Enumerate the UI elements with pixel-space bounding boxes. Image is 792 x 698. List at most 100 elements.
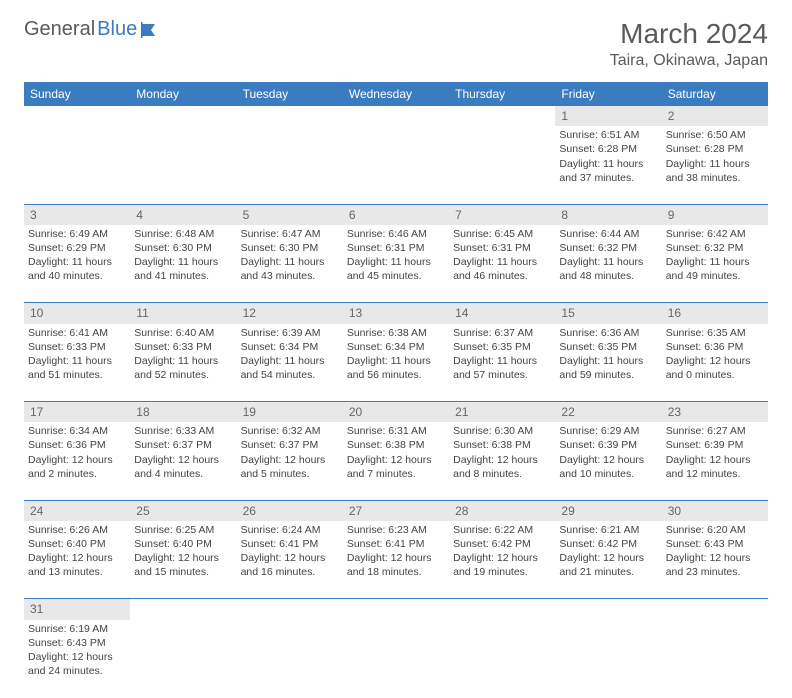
sunset-line: Sunset: 6:39 PM: [559, 438, 657, 452]
daylight-line: Daylight: 12 hours and 16 minutes.: [241, 551, 339, 579]
day-number: 6: [343, 205, 449, 225]
sunrise-line: Sunrise: 6:27 AM: [666, 424, 764, 438]
day-number: 10: [24, 303, 130, 323]
day-number: [449, 599, 555, 603]
daylight-line: Daylight: 12 hours and 2 minutes.: [28, 453, 126, 481]
calendar-week-row: Sunrise: 6:49 AMSunset: 6:29 PMDaylight:…: [24, 225, 768, 303]
sunrise-line: Sunrise: 6:44 AM: [559, 227, 657, 241]
sunset-line: Sunset: 6:31 PM: [453, 241, 551, 255]
day-number: 20: [343, 402, 449, 422]
calendar-cell: Sunrise: 6:33 AMSunset: 6:37 PMDaylight:…: [130, 422, 236, 500]
day-number: 19: [237, 402, 343, 422]
calendar-cell: Sunrise: 6:40 AMSunset: 6:33 PMDaylight:…: [130, 324, 236, 402]
header: GeneralBlue March 2024 Taira, Okinawa, J…: [24, 18, 768, 70]
sunset-line: Sunset: 6:43 PM: [666, 537, 764, 551]
sunrise-line: Sunrise: 6:31 AM: [347, 424, 445, 438]
calendar-body: 12Sunrise: 6:51 AMSunset: 6:28 PMDayligh…: [24, 106, 768, 698]
day-number: 27: [343, 501, 449, 521]
logo-flag-icon: [141, 22, 163, 38]
day-number: 22: [555, 402, 661, 422]
daylight-line: Daylight: 11 hours and 57 minutes.: [453, 354, 551, 382]
calendar-cell: Sunrise: 6:30 AMSunset: 6:38 PMDaylight:…: [449, 422, 555, 500]
daylight-line: Daylight: 12 hours and 13 minutes.: [28, 551, 126, 579]
day-number: 4: [130, 205, 236, 225]
sunrise-line: Sunrise: 6:33 AM: [134, 424, 232, 438]
calendar-cell: Sunrise: 6:26 AMSunset: 6:40 PMDaylight:…: [24, 521, 130, 599]
day-number: 11: [130, 303, 236, 323]
weekday-header: Sunday: [24, 82, 130, 106]
sunset-line: Sunset: 6:38 PM: [347, 438, 445, 452]
calendar-cell: Sunrise: 6:19 AMSunset: 6:43 PMDaylight:…: [24, 620, 130, 698]
daylight-line: Daylight: 11 hours and 40 minutes.: [28, 255, 126, 283]
logo: GeneralBlue: [24, 18, 163, 41]
day-number: 3: [24, 205, 130, 225]
daylight-line: Daylight: 11 hours and 56 minutes.: [347, 354, 445, 382]
sunset-line: Sunset: 6:39 PM: [666, 438, 764, 452]
sunrise-line: Sunrise: 6:19 AM: [28, 622, 126, 636]
weekday-header-row: SundayMondayTuesdayWednesdayThursdayFrid…: [24, 82, 768, 106]
daylight-line: Daylight: 11 hours and 59 minutes.: [559, 354, 657, 382]
sunset-line: Sunset: 6:31 PM: [347, 241, 445, 255]
calendar-week-row: Sunrise: 6:51 AMSunset: 6:28 PMDaylight:…: [24, 126, 768, 204]
sunset-line: Sunset: 6:32 PM: [559, 241, 657, 255]
sunrise-line: Sunrise: 6:22 AM: [453, 523, 551, 537]
calendar-cell: [662, 620, 768, 698]
sunset-line: Sunset: 6:41 PM: [347, 537, 445, 551]
sunset-line: Sunset: 6:40 PM: [28, 537, 126, 551]
calendar-week-row: Sunrise: 6:26 AMSunset: 6:40 PMDaylight:…: [24, 521, 768, 599]
day-number: 28: [449, 501, 555, 521]
daylight-line: Daylight: 12 hours and 4 minutes.: [134, 453, 232, 481]
daylight-line: Daylight: 11 hours and 45 minutes.: [347, 255, 445, 283]
calendar-week-row: Sunrise: 6:19 AMSunset: 6:43 PMDaylight:…: [24, 620, 768, 698]
calendar-cell: Sunrise: 6:24 AMSunset: 6:41 PMDaylight:…: [237, 521, 343, 599]
sunrise-line: Sunrise: 6:50 AM: [666, 128, 764, 142]
sunset-line: Sunset: 6:30 PM: [241, 241, 339, 255]
calendar-cell: Sunrise: 6:23 AMSunset: 6:41 PMDaylight:…: [343, 521, 449, 599]
sunrise-line: Sunrise: 6:20 AM: [666, 523, 764, 537]
day-number: 25: [130, 501, 236, 521]
sunrise-line: Sunrise: 6:24 AM: [241, 523, 339, 537]
daylight-line: Daylight: 12 hours and 19 minutes.: [453, 551, 551, 579]
daylight-line: Daylight: 11 hours and 38 minutes.: [666, 157, 764, 185]
calendar-week-row: Sunrise: 6:34 AMSunset: 6:36 PMDaylight:…: [24, 422, 768, 500]
sunrise-line: Sunrise: 6:30 AM: [453, 424, 551, 438]
calendar-cell: Sunrise: 6:47 AMSunset: 6:30 PMDaylight:…: [237, 225, 343, 303]
calendar-cell: [24, 126, 130, 204]
sunrise-line: Sunrise: 6:51 AM: [559, 128, 657, 142]
daylight-line: Daylight: 12 hours and 15 minutes.: [134, 551, 232, 579]
daynum-row: 31: [24, 599, 768, 620]
sunrise-line: Sunrise: 6:25 AM: [134, 523, 232, 537]
daylight-line: Daylight: 11 hours and 52 minutes.: [134, 354, 232, 382]
calendar-cell: Sunrise: 6:29 AMSunset: 6:39 PMDaylight:…: [555, 422, 661, 500]
day-number: 1: [555, 106, 661, 126]
daylight-line: Daylight: 12 hours and 5 minutes.: [241, 453, 339, 481]
daylight-line: Daylight: 11 hours and 46 minutes.: [453, 255, 551, 283]
sunrise-line: Sunrise: 6:41 AM: [28, 326, 126, 340]
sunset-line: Sunset: 6:37 PM: [134, 438, 232, 452]
calendar-cell: [237, 126, 343, 204]
daynum-row: 17181920212223: [24, 402, 768, 423]
sunrise-line: Sunrise: 6:35 AM: [666, 326, 764, 340]
weekday-header: Wednesday: [343, 82, 449, 106]
daynum-row: 12: [24, 106, 768, 126]
day-number: 16: [662, 303, 768, 323]
day-number: 14: [449, 303, 555, 323]
daynum-row: 10111213141516: [24, 303, 768, 324]
day-number: [130, 599, 236, 603]
day-number: [237, 106, 343, 110]
calendar-cell: Sunrise: 6:38 AMSunset: 6:34 PMDaylight:…: [343, 324, 449, 402]
sunset-line: Sunset: 6:33 PM: [134, 340, 232, 354]
calendar-table: SundayMondayTuesdayWednesdayThursdayFrid…: [24, 82, 768, 698]
calendar-cell: Sunrise: 6:32 AMSunset: 6:37 PMDaylight:…: [237, 422, 343, 500]
month-title: March 2024: [610, 18, 768, 50]
daylight-line: Daylight: 12 hours and 7 minutes.: [347, 453, 445, 481]
calendar-cell: Sunrise: 6:48 AMSunset: 6:30 PMDaylight:…: [130, 225, 236, 303]
calendar-cell: Sunrise: 6:51 AMSunset: 6:28 PMDaylight:…: [555, 126, 661, 204]
sunrise-line: Sunrise: 6:47 AM: [241, 227, 339, 241]
sunset-line: Sunset: 6:42 PM: [559, 537, 657, 551]
daylight-line: Daylight: 11 hours and 37 minutes.: [559, 157, 657, 185]
day-number: 13: [343, 303, 449, 323]
sunrise-line: Sunrise: 6:45 AM: [453, 227, 551, 241]
day-number: 26: [237, 501, 343, 521]
day-number: [24, 106, 130, 110]
